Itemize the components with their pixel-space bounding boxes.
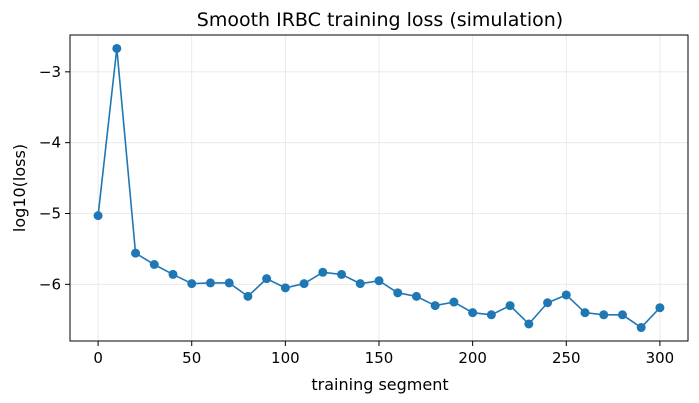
x-tick-label: 100: [271, 349, 300, 367]
x-tick-label: 50: [182, 349, 201, 367]
x-tick-label: 0: [93, 349, 103, 367]
x-axis: 0 50 100 150 200 250 300: [93, 341, 674, 367]
data-point: [205, 278, 215, 288]
data-point: [393, 288, 403, 298]
y-axis-label: log10(loss): [10, 144, 29, 232]
data-point: [486, 310, 496, 320]
data-point: [543, 298, 553, 308]
data-point: [636, 323, 646, 333]
data-point: [374, 276, 384, 286]
data-point: [224, 278, 234, 288]
x-tick-label: 200: [458, 349, 487, 367]
data-point: [337, 269, 347, 279]
data-point: [280, 283, 290, 293]
y-tick-label: −3: [39, 63, 61, 81]
data-point: [449, 297, 459, 307]
x-tick-label: 250: [552, 349, 581, 367]
data-point: [168, 269, 178, 279]
data-point: [505, 301, 515, 311]
data-point: [411, 291, 421, 301]
y-axis: −6 −5 −4 −3: [39, 63, 70, 293]
data-point: [262, 274, 272, 284]
data-point: [131, 248, 141, 258]
series-layer: [93, 43, 665, 333]
data-point: [580, 308, 590, 318]
chart-title: Smooth IRBC training loss (simulation): [197, 9, 563, 31]
y-tick-label: −6: [39, 275, 61, 293]
y-tick-label: −4: [39, 134, 61, 152]
data-point: [524, 319, 534, 329]
data-point: [187, 279, 197, 289]
y-tick-label: −5: [39, 205, 61, 223]
grid: [70, 35, 688, 341]
x-tick-label: 150: [365, 349, 394, 367]
data-point: [243, 291, 253, 301]
data-point: [599, 310, 609, 320]
x-axis-label: training segment: [311, 375, 448, 394]
data-point: [112, 43, 122, 53]
data-point: [93, 211, 103, 221]
data-point: [318, 267, 328, 277]
data-point: [561, 290, 571, 300]
x-tick-label: 300: [646, 349, 675, 367]
data-point: [355, 279, 365, 289]
data-point: [299, 279, 309, 289]
data-point: [468, 308, 478, 318]
data-point: [655, 303, 665, 313]
data-point: [430, 301, 440, 311]
data-point: [617, 310, 627, 320]
data-point: [149, 260, 159, 269]
